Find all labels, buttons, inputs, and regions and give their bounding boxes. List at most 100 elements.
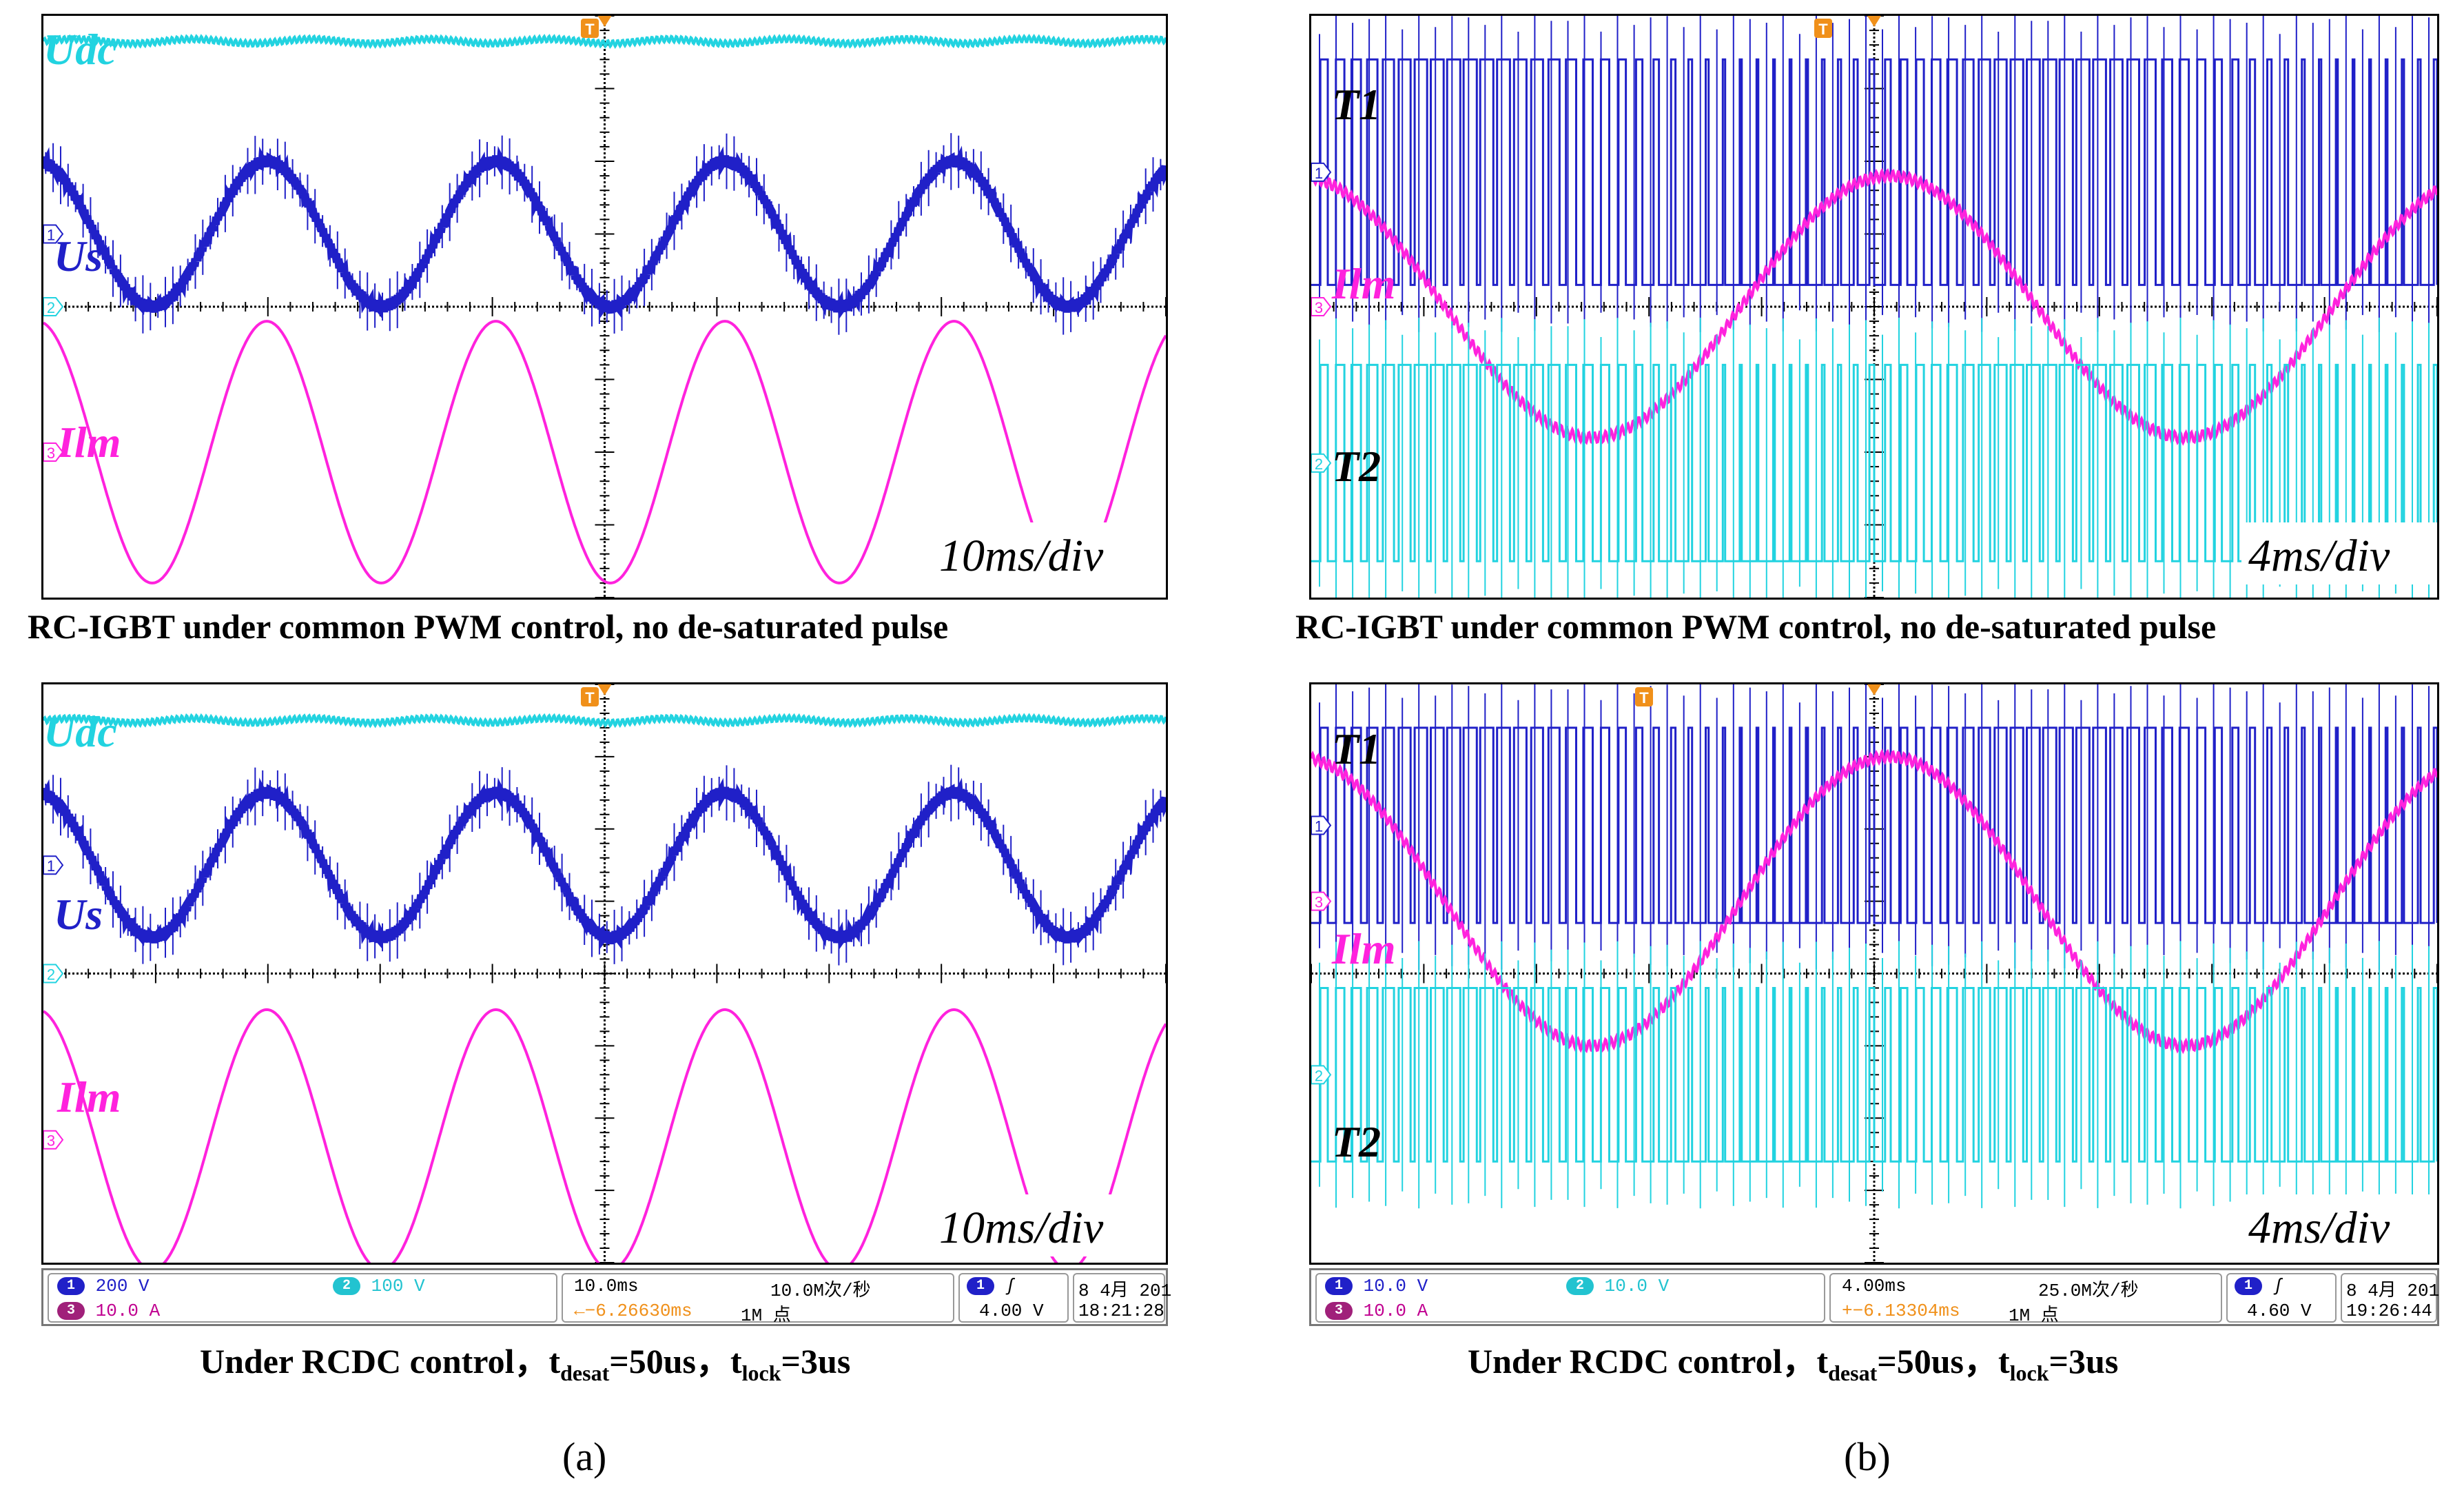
caption-a1: RC-IGBT under common PWM control, no de-… [28,607,949,646]
trace-Us-spikes [45,764,1162,966]
trace-T1 [1311,726,2437,924]
trace-Us [43,145,1166,320]
time-readout: 19:26:44 [2346,1301,2432,1321]
timebase-readout: 4.00ms [1842,1276,1907,1296]
trigger-t-letter: T [1818,21,1828,38]
trigger-t-letter: T [1639,689,1649,706]
timebase-box [2241,522,2437,584]
trigger-channel-badge: 1 [2235,1277,2262,1296]
channel-3-badge: 3 [57,1302,85,1321]
channel-marker-2 [1311,1065,1332,1085]
ch3-scale: 10.0 A [1363,1301,1428,1321]
trigger-level: 4.00 V [979,1301,1044,1321]
channel-marker-1 [1311,162,1332,182]
trace-label-top: Udc [43,707,117,756]
sub-label-a: (a) [562,1434,607,1479]
trigger-t-letter: T [585,21,595,38]
channel-2-badge: 2 [1566,1277,1594,1296]
channel-marker-3 [43,1130,64,1150]
channel-1-badge: 1 [1325,1277,1353,1296]
trace-Ilm [43,320,1166,584]
record-length: 1M 点 [741,1305,791,1326]
trigger-position-marker [597,684,612,695]
trace-label-mid: Ilm [1331,924,1395,973]
sample-rate: 10.0M次/秒 [770,1281,871,1301]
channel-marker-number: 3 [1315,299,1323,316]
timebase-readout: 10.0ms [574,1276,639,1296]
ch1-scale: 200 V [95,1276,150,1296]
trace-label-low: T2 [1332,442,1381,491]
channel-marker-number: 2 [1315,456,1323,473]
channel-marker-number: 2 [47,966,55,984]
trigger-offset: +−6.13304ms [1842,1301,1960,1321]
channel-2-badge: 2 [333,1277,360,1296]
channel-marker-1 [43,855,64,875]
trace-T2 [1311,363,2437,562]
trace-Udc [43,33,1166,50]
trace-Us [43,777,1166,950]
trigger-position-marker [1867,16,1881,27]
timebase-label: 4ms/div [2248,1203,2390,1253]
trace-label-low: Ilm [57,418,121,467]
scope-panel-b1: T1 Ilm T2 4ms/div T 1 3 2 [1309,14,2439,600]
trace-label-top: T1 [1332,724,1381,773]
trace-Ilm [43,1008,1166,1263]
time-readout: 18:21:28 [1078,1301,1164,1321]
trace-label-top: T1 [1332,80,1381,129]
trigger-t-marker [581,19,599,38]
scope-plot-a2: Udc Us Ilm 10ms/div T 2 1 3 [43,684,1166,1263]
channel-marker-number: 1 [47,857,55,875]
trace-T2 [1311,987,2437,1163]
ch2-scale: 100 V [371,1276,425,1296]
timebase-label: 10ms/div [939,1203,1104,1253]
date-readout: 8 4月 201 [2346,1281,2440,1301]
scope-panel-a1: Udc Us Ilm 10ms/div T 2 1 3 [41,14,1168,600]
scope-panel-b2: T1 Ilm T2 4ms/div T 1 3 2 [1309,682,2439,1265]
channel-marker-2 [43,964,64,984]
trace-label-low: Ilm [57,1072,121,1121]
channel-marker-3 [1311,297,1332,316]
trace-label-mid: Ilm [1331,259,1395,308]
trigger-offset: ←−6.26630ms [574,1301,692,1321]
record-length: 1M 点 [2009,1305,2059,1326]
trigger-position-marker [1867,684,1881,695]
channel-marker-number: 3 [1315,894,1323,911]
status-bar-b: 1 10.0 V 2 10.0 V 3 10.0 A 4.00ms 25.0M次… [1309,1268,2439,1326]
channel-marker-number: 1 [1315,818,1323,835]
timebase-box [932,522,1166,584]
trigger-position-marker [597,16,612,27]
sub-label-b: (b) [1844,1434,1891,1479]
trigger-t-marker [1814,19,1832,38]
trace-label-low: T2 [1332,1117,1381,1166]
trigger-t-letter: T [585,689,595,706]
channel-marker-1 [43,224,64,244]
trace-label-mid: Us [54,232,103,281]
channel-marker-number: 2 [47,299,55,316]
channel-marker-2 [43,297,64,316]
channel-marker-3 [43,442,64,462]
timebase-box [2241,1194,2437,1256]
channel-marker-number: 3 [47,1132,55,1150]
scope-panel-a2: Udc Us Ilm 10ms/div T 2 1 3 [41,682,1168,1265]
ch1-scale: 10.0 V [1363,1276,1428,1296]
status-bar-a: 1 200 V 2 100 V 3 10.0 A 10.0ms 10.0M次/秒… [41,1268,1171,1326]
caption-a2: Under RCDC control，tdesat=50us，tlock=3us [200,1342,851,1385]
caption-b1: RC-IGBT under common PWM control, no de-… [1295,607,2217,646]
channel-marker-number: 2 [1315,1067,1323,1084]
trigger-t-marker [581,687,599,706]
trace-Us-spikes [45,133,1162,335]
trace-label-top: Udc [43,25,117,74]
channel-marker-number: 3 [47,445,55,462]
sample-rate: 25.0M次/秒 [2038,1281,2139,1301]
ch2-scale: 10.0 V [1604,1276,1670,1296]
timebase-label: 10ms/div [939,531,1104,581]
ch3-scale: 10.0 A [95,1301,161,1321]
channel-marker-3 [1311,891,1332,911]
timebase-box [932,1194,1166,1256]
timebase-label: 4ms/div [2248,531,2390,581]
channel-marker-number: 1 [1315,165,1323,182]
channel-marker-2 [1311,453,1332,473]
